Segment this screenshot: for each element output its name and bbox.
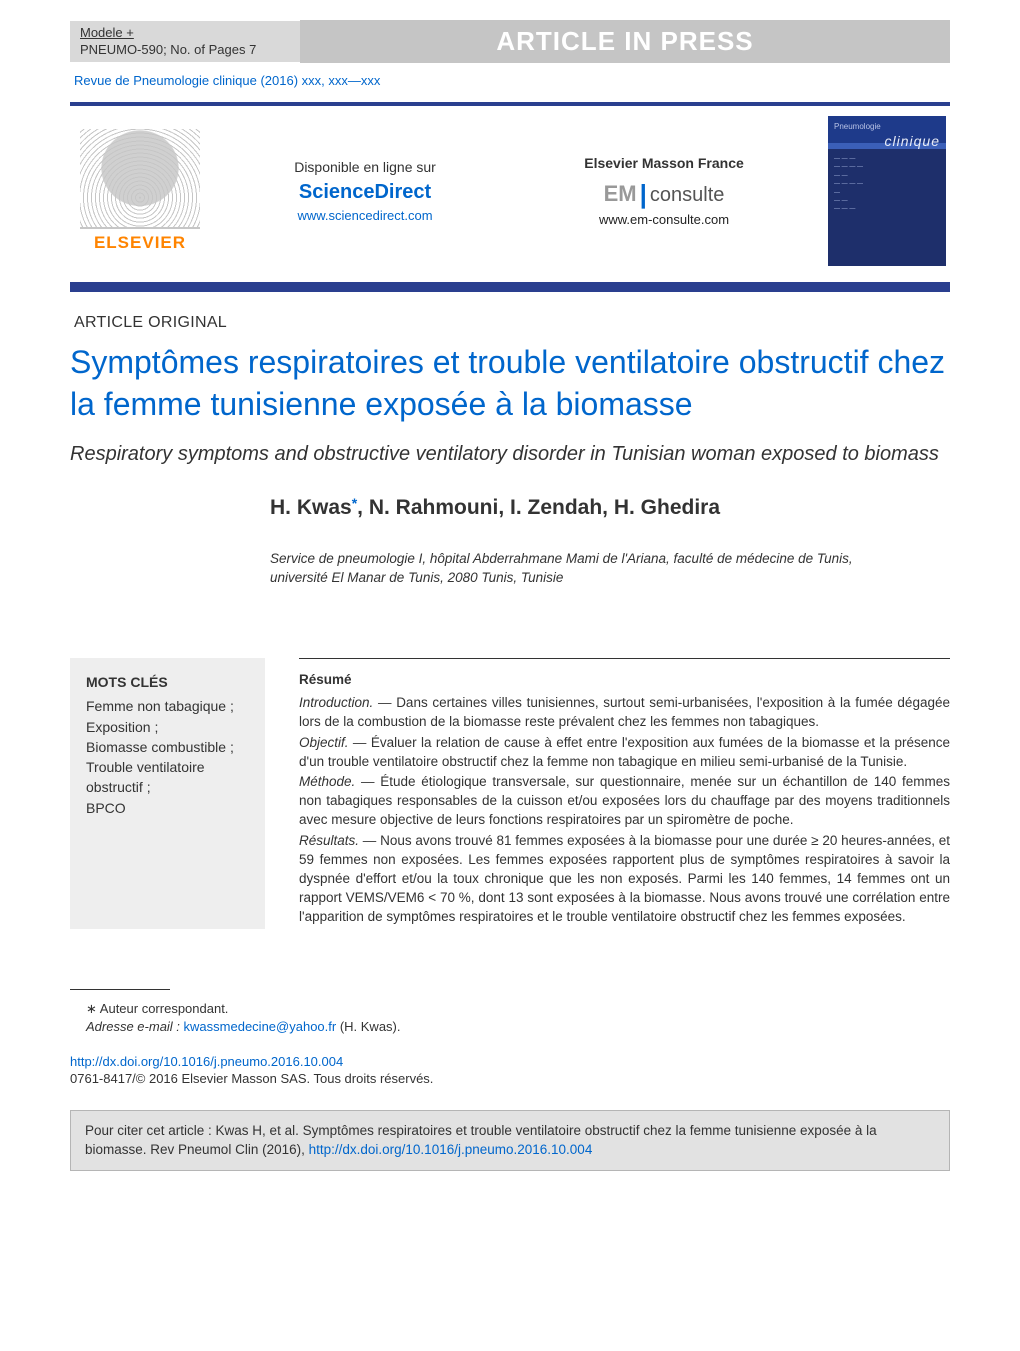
keywords-list: Femme non tabagique ; Exposition ; Bioma… — [86, 696, 249, 818]
cover-title: clinique — [834, 133, 940, 149]
sciencedirect-url[interactable]: www.sciencedirect.com — [294, 208, 436, 223]
abstract-method: Méthode. — Étude étiologique transversal… — [299, 773, 950, 830]
publisher-banner: ELSEVIER Disponible en ligne sur Science… — [70, 102, 950, 292]
em-bar-icon: | — [637, 179, 650, 209]
citation-box: Pour citer cet article : Kwas H, et al. … — [70, 1110, 950, 1171]
obj-label: Objectif. — — [299, 735, 371, 750]
model-line2: PNEUMO-590; No. of Pages 7 — [80, 42, 290, 59]
copyright-line: 0761-8417/© 2016 Elsevier Masson SAS. To… — [70, 1071, 950, 1086]
consulte-text: consulte — [650, 184, 725, 206]
elsevier-masson-label: Elsevier Masson France — [584, 155, 744, 171]
abstract-box: Résumé Introduction. — Dans certaines vi… — [299, 658, 950, 929]
corresponding-author-star[interactable]: * — [352, 495, 357, 511]
emconsulte-url[interactable]: www.em-consulte.com — [584, 212, 744, 227]
authors-rest: , N. Rahmouni, I. Zendah, H. Ghedira — [357, 496, 720, 519]
meth-label: Méthode. — — [299, 774, 380, 789]
emconsulte-logo[interactable]: EM|consulte — [584, 177, 744, 208]
email-after: (H. Kwas). — [336, 1019, 400, 1034]
journal-cover-thumbnail[interactable]: Pneumologie clinique — — —— — — —— —— — … — [828, 116, 946, 266]
model-box: Modele + PNEUMO-590; No. of Pages 7 — [70, 21, 300, 63]
footnote-rule — [70, 989, 170, 990]
email-line: Adresse e-mail : kwassmedecine@yahoo.fr … — [86, 1018, 950, 1036]
available-online-label: Disponible en ligne sur — [294, 159, 436, 175]
res-text: Nous avons trouvé 81 femmes exposées à l… — [299, 833, 950, 924]
sciencedirect-logo[interactable]: ScienceDirect — [294, 181, 436, 204]
keywords-heading: MOTS CLÉS — [86, 672, 249, 692]
author-1[interactable]: H. Kwas — [270, 496, 352, 519]
meth-text: Étude étiologique transversale, sur ques… — [299, 774, 950, 827]
em-text: EM — [604, 181, 637, 206]
corresp-label: ∗ Auteur correspondant. — [86, 1000, 950, 1018]
article-in-press-banner: ARTICLE IN PRESS — [300, 20, 950, 63]
model-line1: Modele + — [80, 25, 290, 42]
author-list: H. Kwas*, N. Rahmouni, I. Zendah, H. Ghe… — [270, 496, 950, 520]
intro-label: Introduction. — — [299, 695, 396, 710]
emconsulte-block: Elsevier Masson France EM|consulte www.e… — [584, 155, 744, 227]
intro-text: Dans certaines villes tunisiennes, surto… — [299, 695, 950, 729]
abstract-heading: Résumé — [299, 671, 950, 690]
citation-doi-link[interactable]: http://dx.doi.org/10.1016/j.pneumo.2016.… — [309, 1142, 593, 1157]
header-bar: Modele + PNEUMO-590; No. of Pages 7 ARTI… — [70, 20, 950, 63]
elsevier-wordmark: ELSEVIER — [70, 233, 210, 253]
cover-pretitle: Pneumologie — [834, 122, 940, 131]
doi-link[interactable]: http://dx.doi.org/10.1016/j.pneumo.2016.… — [70, 1054, 343, 1069]
article-type-label: ARTICLE ORIGINAL — [74, 314, 950, 332]
author-email-link[interactable]: kwassmedecine@yahoo.fr — [184, 1019, 337, 1034]
sciencedirect-block: Disponible en ligne sur ScienceDirect ww… — [294, 159, 436, 223]
journal-citation[interactable]: Revue de Pneumologie clinique (2016) xxx… — [74, 73, 950, 88]
cover-contents: — — —— — — —— —— — — ——— —— — — — [834, 155, 940, 214]
affiliation: Service de pneumologie I, hôpital Abderr… — [270, 550, 910, 588]
abstract-intro: Introduction. — Dans certaines villes tu… — [299, 694, 950, 732]
doi-line: http://dx.doi.org/10.1016/j.pneumo.2016.… — [70, 1054, 950, 1069]
abstract-objective: Objectif. — Évaluer la relation de cause… — [299, 734, 950, 772]
article-title-french: Symptômes respiratoires et trouble venti… — [70, 340, 950, 427]
elsevier-tree-icon — [80, 129, 200, 229]
corresponding-author-note: ∗ Auteur correspondant. Adresse e-mail :… — [86, 1000, 950, 1036]
keywords-box: MOTS CLÉS Femme non tabagique ; Expositi… — [70, 658, 265, 929]
email-label: Adresse e-mail : — [86, 1019, 184, 1034]
elsevier-logo[interactable]: ELSEVIER — [70, 129, 210, 253]
article-title-english: Respiratory symptoms and obstructive ven… — [70, 441, 950, 468]
res-label: Résultats. — — [299, 833, 380, 848]
obj-text: Évaluer la relation de cause à effet ent… — [299, 735, 950, 769]
abstract-results: Résultats. — Nous avons trouvé 81 femmes… — [299, 832, 950, 926]
